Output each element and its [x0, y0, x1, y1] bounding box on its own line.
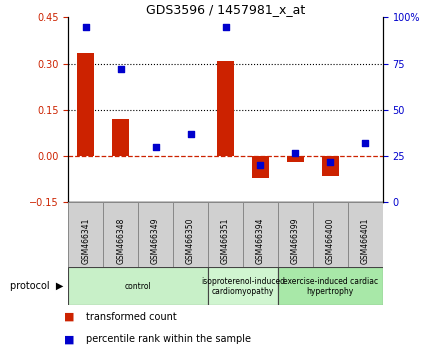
Title: GDS3596 / 1457981_x_at: GDS3596 / 1457981_x_at	[146, 3, 305, 16]
Text: GSM466394: GSM466394	[256, 218, 265, 264]
Bar	[68, 268, 208, 306]
Point	[152, 144, 159, 150]
Bar	[68, 202, 103, 268]
Text: isoproterenol-induced
cardiomyopathy: isoproterenol-induced cardiomyopathy	[201, 277, 285, 296]
Text: GSM466350: GSM466350	[186, 218, 195, 264]
Bar	[313, 202, 348, 268]
Point	[327, 159, 334, 165]
Bar	[278, 268, 383, 306]
Bar	[208, 202, 243, 268]
Text: GSM466401: GSM466401	[361, 218, 370, 264]
Bar	[77, 53, 95, 156]
Text: protocol  ▶: protocol ▶	[11, 281, 64, 291]
Point	[222, 24, 229, 29]
Bar	[112, 119, 129, 156]
Text: GSM466400: GSM466400	[326, 218, 335, 264]
Point	[292, 150, 299, 155]
Bar	[138, 202, 173, 268]
Text: control: control	[125, 282, 151, 291]
Point	[257, 162, 264, 168]
Point	[362, 141, 369, 146]
Bar	[103, 202, 138, 268]
Point	[117, 67, 124, 72]
Bar	[278, 202, 313, 268]
Bar	[322, 156, 339, 176]
Point	[82, 24, 89, 29]
Bar	[243, 202, 278, 268]
Text: GSM466399: GSM466399	[291, 218, 300, 264]
Text: percentile rank within the sample: percentile rank within the sample	[86, 334, 251, 344]
Text: ■: ■	[64, 334, 74, 344]
Point	[187, 131, 194, 137]
Text: transformed count: transformed count	[86, 312, 176, 322]
Text: GSM466351: GSM466351	[221, 218, 230, 264]
Text: GSM466341: GSM466341	[81, 218, 90, 264]
Bar	[252, 156, 269, 178]
Bar	[348, 202, 383, 268]
Text: exercise-induced cardiac
hypertrophy: exercise-induced cardiac hypertrophy	[283, 277, 378, 296]
Text: ■: ■	[64, 312, 74, 322]
Bar	[287, 156, 304, 162]
Bar	[217, 61, 234, 156]
Bar	[173, 202, 208, 268]
Bar	[208, 268, 278, 306]
Text: GSM466349: GSM466349	[151, 218, 160, 264]
Text: GSM466348: GSM466348	[116, 218, 125, 264]
